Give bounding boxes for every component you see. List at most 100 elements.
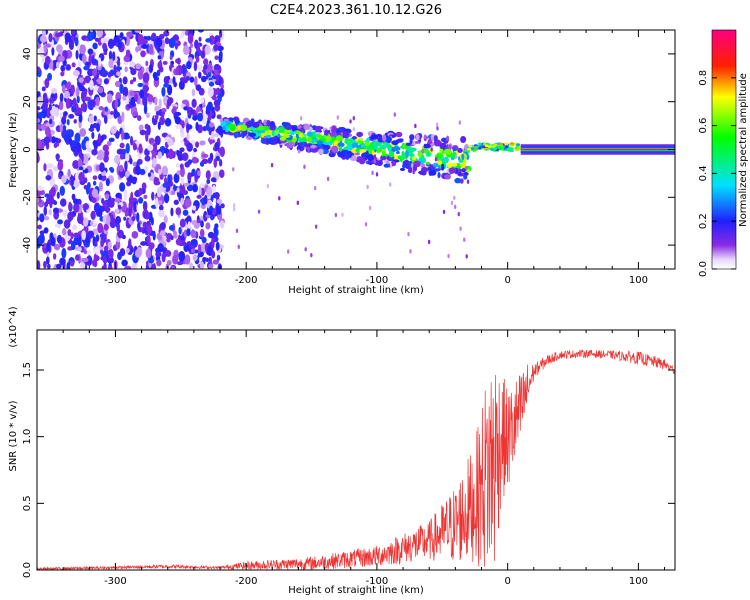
heat-cell	[516, 143, 521, 146]
heat-cell	[440, 163, 445, 171]
heat-cell	[460, 136, 467, 144]
heat-cell	[375, 172, 379, 177]
heat-cell	[114, 98, 119, 109]
heat-cell	[179, 163, 184, 170]
heat-cell	[326, 176, 330, 182]
heat-cell	[39, 35, 47, 43]
heat-cell	[191, 219, 198, 226]
heat-cell	[152, 157, 157, 167]
heat-cell	[180, 131, 185, 138]
heat-cell	[181, 64, 186, 71]
heat-cell	[91, 131, 95, 140]
y-tick-label: 20	[22, 95, 33, 108]
heat-cell	[214, 132, 220, 138]
colorbar-tick-label: 0.6	[698, 118, 709, 134]
heat-cell	[340, 131, 344, 137]
heat-cell	[467, 147, 472, 151]
heat-cell	[248, 132, 257, 138]
heat-cell	[107, 71, 112, 78]
heat-cell	[118, 164, 124, 172]
heat-cell	[144, 212, 150, 220]
heat-cell	[214, 55, 219, 60]
heat-cell	[175, 65, 179, 76]
heat-cell	[163, 76, 170, 85]
heat-cell	[186, 124, 193, 130]
y-tick-label: 1.5	[22, 362, 33, 378]
heat-cell	[212, 184, 216, 194]
heat-cell	[154, 115, 159, 120]
heat-cell	[344, 137, 349, 144]
heat-cell	[166, 237, 171, 243]
heat-cell	[211, 250, 216, 259]
heat-cell	[304, 247, 307, 252]
heat-cell	[174, 116, 181, 125]
heat-cell	[108, 59, 114, 69]
heat-cell	[306, 148, 311, 153]
heat-cell	[181, 152, 189, 162]
heat-cell	[175, 124, 182, 130]
heat-cell	[46, 241, 50, 253]
heat-cell	[447, 162, 453, 168]
heat-cell	[195, 55, 200, 63]
heat-cell	[48, 103, 52, 111]
heat-cell	[38, 195, 42, 204]
heat-cell	[423, 148, 430, 154]
heat-cell	[71, 30, 76, 36]
heat-cell	[48, 97, 55, 104]
heat-cell	[145, 112, 150, 119]
heat-cell	[87, 230, 95, 239]
heat-cell	[215, 204, 219, 211]
heat-cell	[55, 263, 62, 269]
heat-cell	[373, 142, 378, 150]
heat-cell	[218, 159, 223, 167]
heat-cell	[261, 131, 265, 138]
heat-cell	[453, 204, 457, 210]
heat-cell	[119, 182, 126, 192]
heat-cell	[56, 44, 63, 53]
heat-cell	[257, 125, 266, 131]
heat-cell	[84, 75, 92, 84]
heat-cell	[215, 155, 220, 162]
y-tick-label: 0.5	[22, 495, 33, 511]
heat-cell	[59, 92, 64, 103]
heat-cell	[189, 185, 193, 192]
heat-cell	[465, 165, 468, 171]
heat-cell	[138, 197, 144, 204]
heat-cell	[162, 60, 168, 65]
heat-cell	[37, 96, 44, 106]
heat-cell	[206, 186, 212, 197]
heat-cell	[147, 144, 154, 152]
heat-cell	[68, 39, 74, 50]
heat-cell	[167, 174, 171, 185]
heat-cell	[307, 131, 313, 137]
heat-cell	[266, 183, 270, 189]
heat-cell	[83, 96, 91, 102]
heat-cell	[233, 119, 240, 124]
y-tick-label: -40	[22, 237, 33, 253]
heat-cell	[391, 140, 399, 146]
heat-cell	[300, 137, 308, 142]
heat-cell	[207, 62, 213, 73]
heat-cell	[125, 247, 130, 254]
heat-cell	[85, 140, 90, 149]
heat-cell	[324, 129, 329, 136]
heat-cell	[117, 229, 124, 239]
heat-cell	[303, 164, 306, 170]
heat-cell	[470, 147, 475, 150]
heat-cell	[172, 76, 176, 85]
heat-cell	[39, 213, 45, 223]
heat-cell	[460, 162, 467, 168]
heat-cell	[277, 133, 281, 139]
heat-cell	[143, 104, 148, 115]
heat-cell	[222, 129, 226, 134]
x-tick-label: 100	[629, 275, 648, 286]
colorbar-ticks: 0.0 0.2 0.4 0.6 0.8	[698, 29, 737, 277]
heat-cell	[163, 147, 170, 154]
heat-cell	[145, 248, 152, 259]
heat-cell	[130, 96, 136, 107]
heat-cell	[78, 77, 84, 83]
heat-cell	[131, 231, 139, 239]
heat-cell	[46, 163, 54, 169]
heat-cell	[270, 162, 274, 168]
heat-cell	[202, 256, 207, 262]
